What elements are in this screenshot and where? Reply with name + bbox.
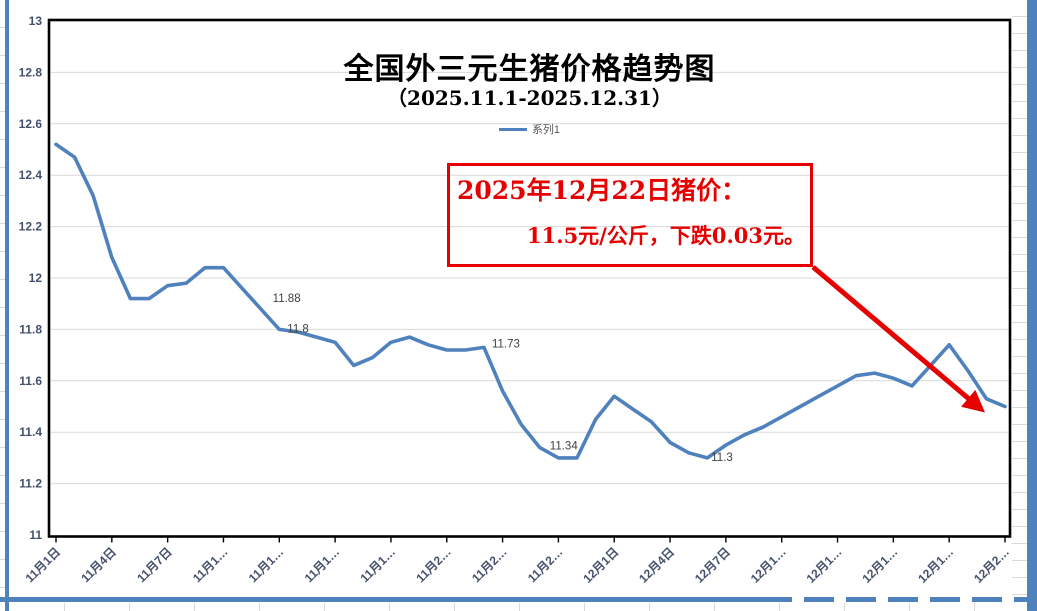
x-axis-label: 12月1… <box>748 545 789 586</box>
x-axis-label: 11月2… <box>469 545 510 586</box>
x-axis-label: 11月2… <box>413 545 454 586</box>
x-axis-label: 12月2… <box>971 545 1012 586</box>
worksheet-row-border-bottom <box>0 597 762 602</box>
worksheet-page-border-right <box>1027 0 1037 611</box>
x-axis-label: 12月4日 <box>636 545 677 586</box>
data-point-label: 11.8 <box>287 323 309 335</box>
x-axis-label: 12月1日 <box>580 545 621 586</box>
worksheet-gridlines-left <box>0 0 5 611</box>
x-axis-label: 11月4日 <box>78 545 119 586</box>
annotation-arrow-line <box>811 265 973 403</box>
y-axis-label: 12.4 <box>19 168 43 182</box>
worksheet-gridlines-right <box>1012 0 1027 611</box>
worksheet-page-border-left <box>5 0 9 611</box>
legend-series-label: 系列1 <box>531 124 561 136</box>
annotation-box: 2025年12月22日猪价： 11.5元/公斤，下跌0.03元。 <box>447 163 813 267</box>
x-axis-label: 11月7日 <box>134 545 175 586</box>
chart-title: 全国外三元生猪价格趋势图 <box>343 52 716 87</box>
x-axis-label: 11月2… <box>525 545 566 586</box>
x-axis-label: 11月1… <box>357 545 398 586</box>
y-axis-label: 12.8 <box>19 65 43 79</box>
y-axis-label: 11.4 <box>19 425 42 439</box>
annotation-date-line: 2025年12月22日猪价： <box>457 176 747 205</box>
x-axis-label: 12月1… <box>804 545 845 586</box>
plot-border <box>47 18 1012 538</box>
chart-legend: 系列1 <box>49 120 1010 138</box>
y-axis-label: 12.2 <box>19 220 43 234</box>
y-axis-label: 12 <box>29 271 43 285</box>
data-point-label: 11.3 <box>711 452 733 464</box>
x-axis-label: 12月1… <box>859 545 900 586</box>
y-axis-label: 12.6 <box>19 117 43 131</box>
annotation-price-line: 11.5元/公斤，下跌0.03元。 <box>527 223 805 248</box>
data-point-label: 11.73 <box>492 338 520 350</box>
annotation-arrow-head <box>961 389 985 413</box>
data-point-label: 11.88 <box>273 293 301 305</box>
y-axis-label: 13 <box>29 14 43 28</box>
price-series-line <box>54 142 1007 460</box>
y-axis-label: 11.6 <box>19 374 42 388</box>
worksheet-row-border-bottom-dashed <box>762 597 1037 602</box>
chart-subtitle: （2025.11.1-2025.12.31） <box>387 86 672 110</box>
x-axis-label: 12月7日 <box>692 545 733 586</box>
y-axis-label: 11.2 <box>19 477 42 491</box>
x-axis-label: 11月1… <box>302 545 343 586</box>
x-axis-label: 11月1… <box>246 545 287 586</box>
worksheet-gridlines-bottom <box>0 603 1037 611</box>
legend-line-swatch <box>498 127 527 131</box>
y-axis-label: 11.8 <box>19 322 42 336</box>
data-point-label: 11.34 <box>550 441 579 453</box>
x-axis-label: 11月1… <box>190 545 231 586</box>
x-axis-label: 11月1日 <box>23 545 64 586</box>
y-axis-label: 11 <box>29 528 42 542</box>
x-axis-label: 12月1… <box>915 545 956 586</box>
